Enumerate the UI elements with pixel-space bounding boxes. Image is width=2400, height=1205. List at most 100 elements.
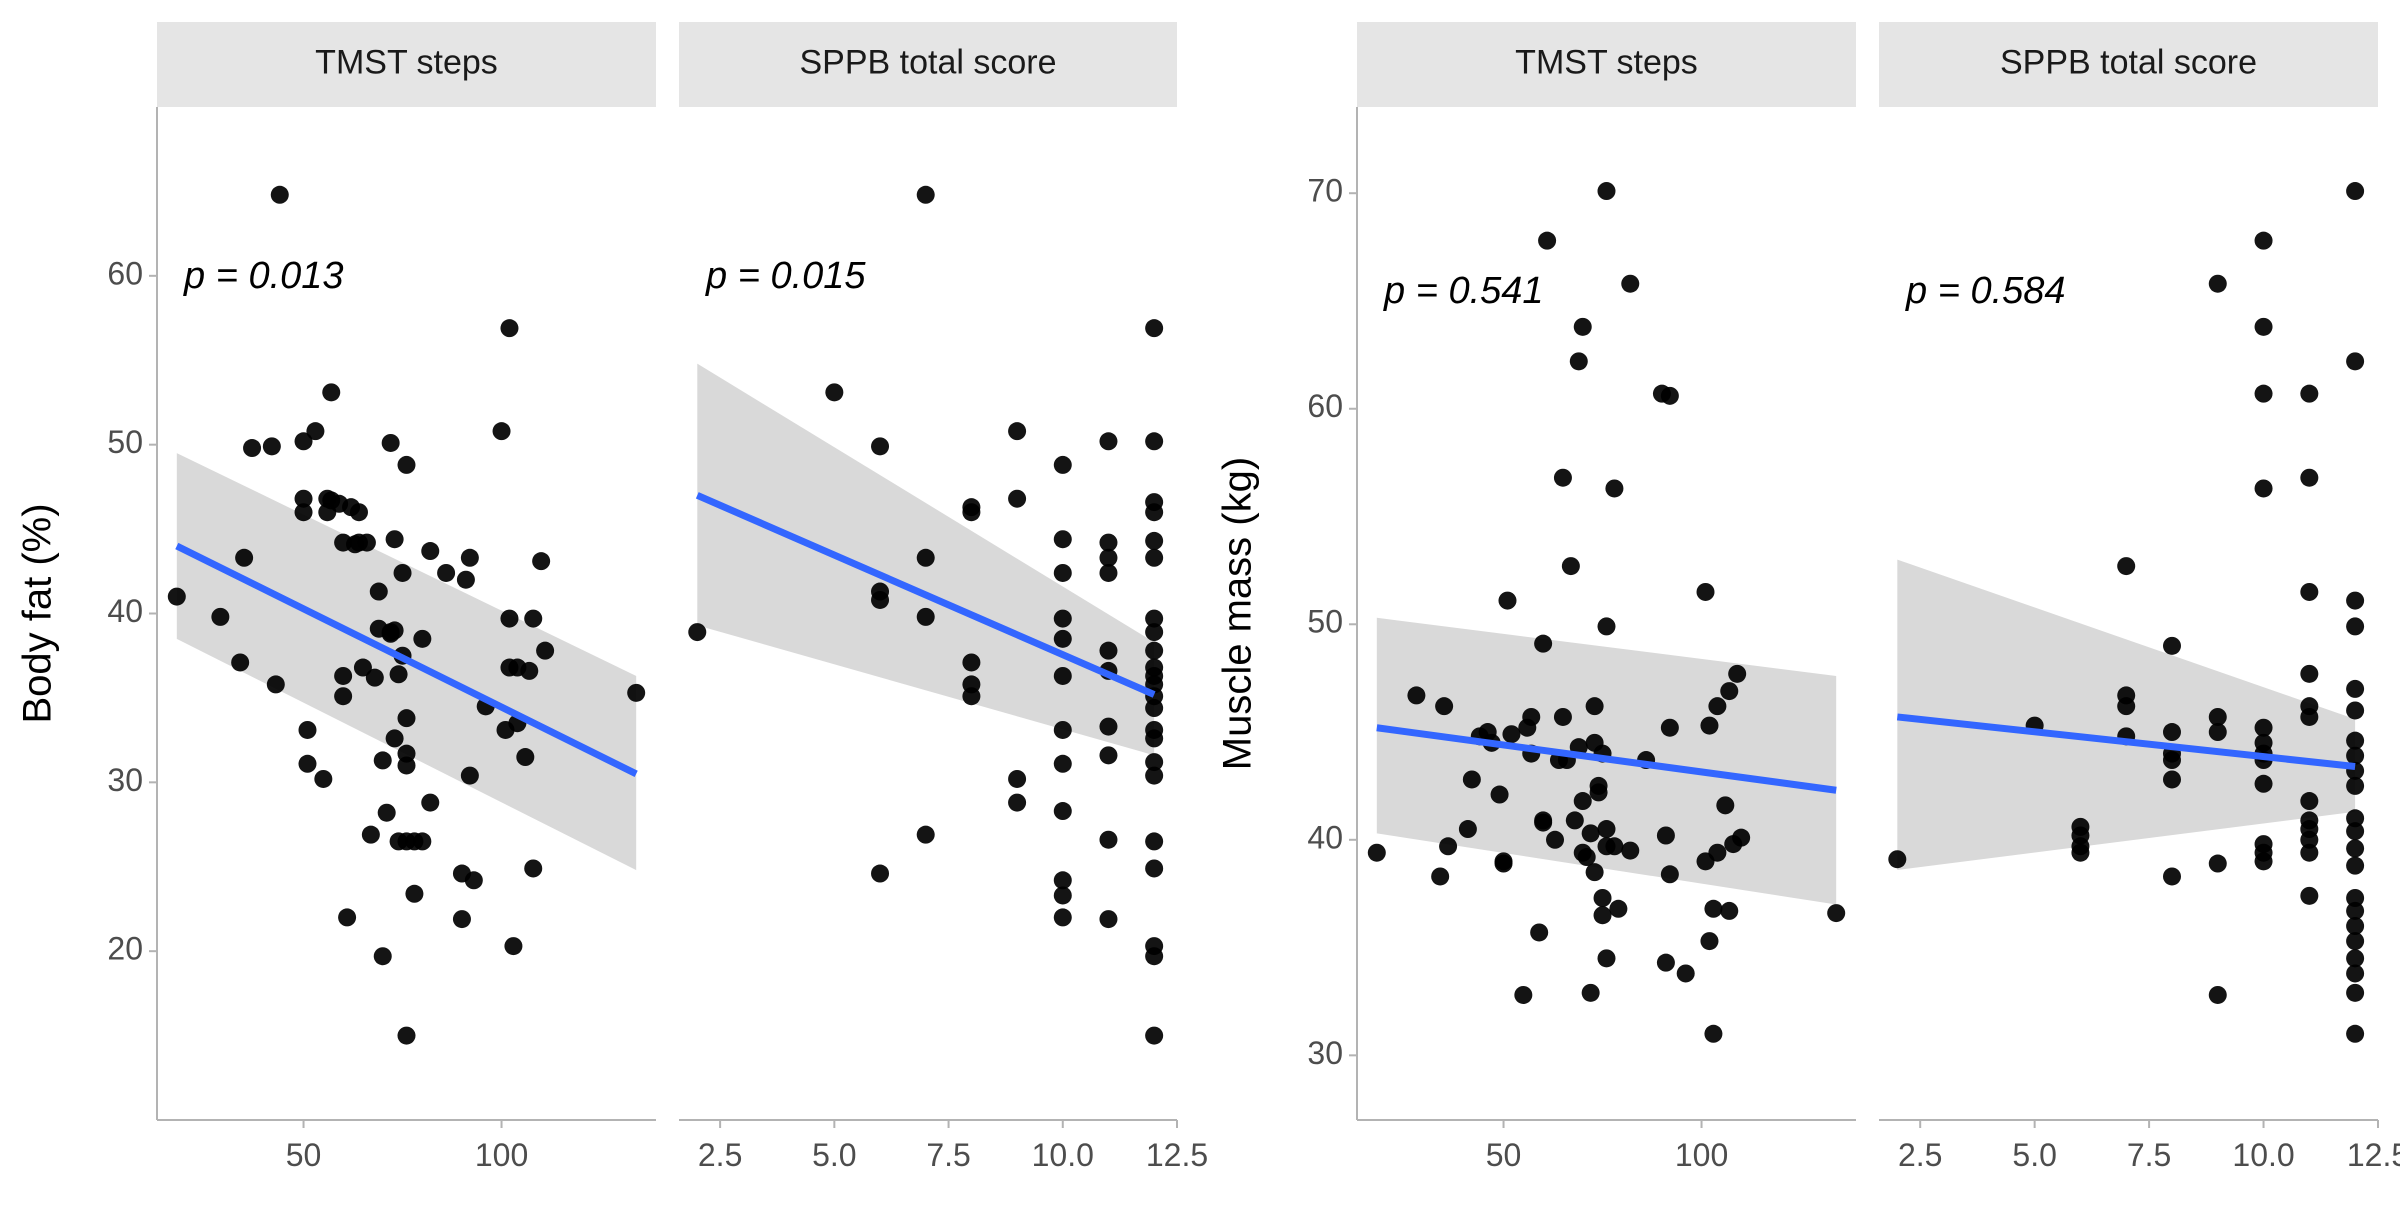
data-point — [2346, 731, 2365, 750]
data-point — [1145, 947, 1164, 966]
data-point — [2300, 886, 2319, 905]
data-point — [1581, 824, 1600, 843]
data-point — [1660, 865, 1679, 884]
data-point — [1008, 489, 1027, 508]
data-point — [231, 653, 250, 672]
data-point — [1696, 582, 1715, 601]
data-point — [1145, 1026, 1164, 1045]
data-point — [825, 383, 844, 402]
y-tick-label: 20 — [107, 931, 143, 967]
data-point — [2346, 746, 2365, 765]
data-point — [2162, 867, 2181, 886]
data-point — [2346, 839, 2365, 858]
data-point — [1053, 754, 1072, 773]
data-point — [1145, 729, 1164, 748]
data-point — [2208, 707, 2227, 726]
data-point — [1145, 432, 1164, 451]
y-axis-title: Muscle mass (kg) — [1216, 457, 1260, 770]
data-point — [1656, 826, 1675, 845]
data-point — [2162, 723, 2181, 742]
data-point — [421, 542, 440, 561]
data-point — [1145, 832, 1164, 851]
data-point — [2254, 852, 2273, 871]
data-point — [1585, 697, 1604, 716]
data-point — [2346, 182, 2365, 201]
facet-strip — [679, 22, 1177, 107]
data-point — [500, 319, 519, 338]
data-point — [2300, 792, 2319, 811]
data-point — [1589, 783, 1608, 802]
data-point — [1708, 843, 1727, 862]
data-point — [2346, 932, 2365, 951]
data-point — [460, 548, 479, 567]
data-point — [2346, 856, 2365, 875]
x-tick-label: 2.5 — [1898, 1137, 1942, 1173]
data-point — [962, 687, 981, 706]
data-point — [1827, 904, 1846, 923]
data-point — [2208, 985, 2227, 1004]
data-point — [1145, 699, 1164, 718]
data-point — [532, 552, 551, 571]
x-tick-label: 5.0 — [812, 1137, 856, 1173]
data-point — [1431, 867, 1450, 886]
data-point — [334, 666, 353, 685]
y-tick-label: 60 — [107, 255, 143, 291]
data-point — [1145, 623, 1164, 642]
data-point — [1573, 792, 1592, 811]
data-point — [1099, 563, 1118, 582]
data-point — [1700, 716, 1719, 735]
regression-line — [1376, 724, 1837, 794]
panel-1: SPPB total score 2.5 5.0 7.5 10.0 12.5 p = 0.5… — [1879, 22, 2400, 1173]
x-tick-label: 2.5 — [698, 1137, 742, 1173]
data-point — [437, 563, 456, 582]
data-point — [1008, 793, 1027, 812]
data-point — [314, 769, 333, 788]
data-point — [2346, 809, 2365, 828]
data-point — [456, 570, 475, 589]
data-point — [1145, 766, 1164, 785]
chart-1: Muscle mass (kg) 30 40 50 60 70 TMST steps 50 10… — [1216, 22, 2400, 1173]
data-point — [377, 803, 396, 822]
data-point — [1660, 386, 1679, 405]
data-point — [627, 683, 646, 702]
x-tick-label: 10.0 — [2232, 1137, 2294, 1173]
data-point — [413, 832, 432, 851]
data-point — [298, 720, 317, 739]
x-tick-label: 50 — [286, 1137, 322, 1173]
data-point — [1704, 1024, 1723, 1043]
y-tick-label: 50 — [107, 424, 143, 460]
data-point — [1605, 837, 1624, 856]
data-point — [1407, 686, 1426, 705]
data-point — [1597, 617, 1616, 636]
data-point — [2117, 697, 2136, 716]
y-tick-label: 50 — [1307, 604, 1343, 640]
data-point — [1099, 746, 1118, 765]
data-point — [373, 751, 392, 770]
data-point — [369, 582, 388, 601]
data-point — [1053, 886, 1072, 905]
data-point — [357, 533, 376, 552]
data-point — [688, 623, 707, 642]
data-point — [2346, 917, 2365, 936]
data-point — [2254, 479, 2273, 498]
data-point — [2300, 582, 2319, 601]
data-point — [1490, 785, 1509, 804]
x-tick-label: 50 — [1486, 1137, 1522, 1173]
data-point — [1605, 479, 1624, 498]
data-point — [1597, 820, 1616, 839]
panel-0: TMST steps 50 100 p = 0.013 — [157, 22, 656, 1173]
data-point — [524, 609, 543, 628]
data-point — [2162, 751, 2181, 770]
data-point — [2346, 964, 2365, 983]
data-point — [1008, 422, 1027, 441]
data-point — [916, 825, 935, 844]
data-point — [2254, 317, 2273, 336]
data-point — [1621, 274, 1640, 293]
p-value-annotation: p = 0.584 — [1905, 270, 2066, 312]
data-point — [1439, 837, 1458, 856]
data-point — [1597, 182, 1616, 201]
data-point — [322, 383, 341, 402]
facet-strip — [1357, 22, 1856, 107]
data-point — [1538, 231, 1557, 250]
